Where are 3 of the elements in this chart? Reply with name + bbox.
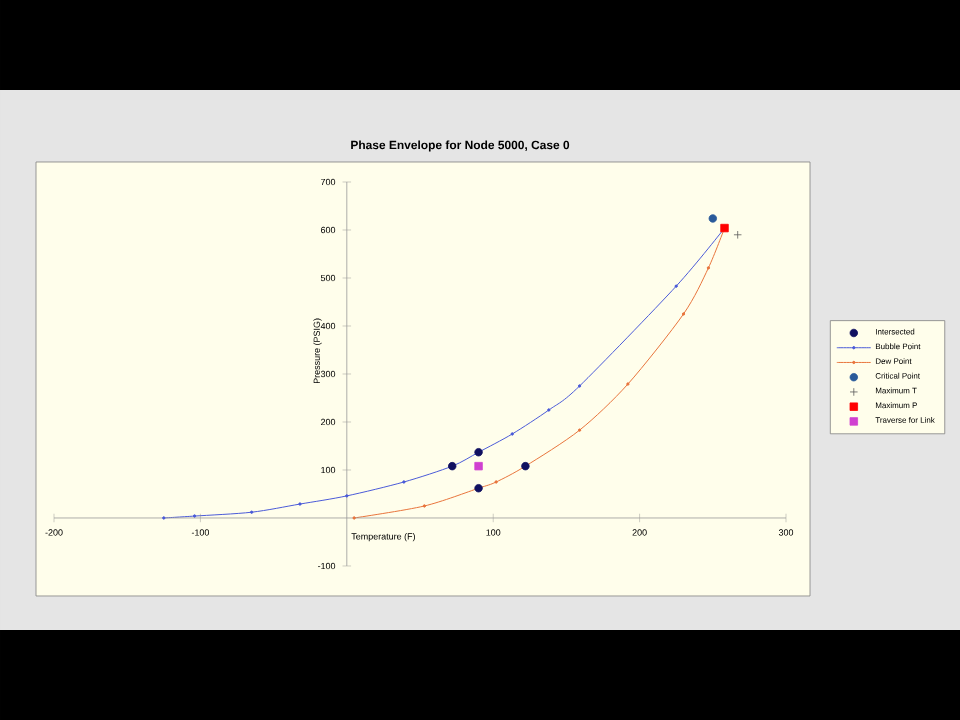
point	[474, 461, 483, 471]
point	[708, 214, 717, 223]
point	[733, 230, 742, 239]
